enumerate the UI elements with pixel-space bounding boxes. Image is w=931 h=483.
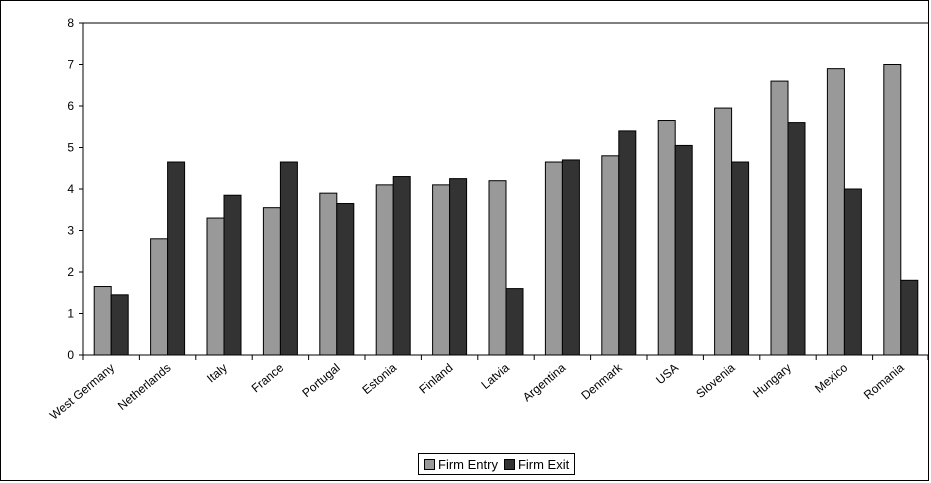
bar-firm-exit	[392, 176, 411, 356]
legend-swatch-entry	[424, 458, 435, 470]
bar-firm-entry	[150, 238, 169, 356]
x-tick-label: Finland	[416, 361, 455, 397]
x-tick-label: USA	[653, 361, 681, 388]
x-tick-label: Italy	[204, 361, 230, 386]
y-tick-label: 3	[67, 224, 74, 238]
x-tick-label: Slovenia	[693, 360, 738, 401]
bar-firm-exit	[110, 294, 129, 356]
bar-firm-exit	[674, 144, 693, 356]
x-tick-label: West Germany	[47, 361, 117, 423]
chart-legend: Firm Entry Firm Exit	[418, 453, 576, 475]
chart-bars	[93, 64, 919, 356]
bar-firm-entry	[544, 161, 563, 356]
y-tick-label: 6	[67, 99, 74, 113]
bar-firm-exit	[731, 161, 750, 356]
bar-firm-exit	[843, 188, 862, 356]
y-tick-label: 7	[67, 58, 74, 72]
x-tick-label: Latvia	[478, 360, 512, 392]
bar-firm-entry	[601, 155, 620, 356]
y-tick-label: 2	[67, 265, 74, 279]
bar-firm-exit	[279, 161, 298, 356]
x-tick-label: Netherlands	[115, 361, 174, 413]
y-tick-label: 0	[67, 348, 74, 362]
bar-firm-entry	[488, 180, 507, 356]
x-tick-label: Estonia	[359, 360, 399, 397]
bar-firm-exit	[561, 159, 580, 356]
bar-firm-entry	[714, 107, 733, 356]
x-tick-label: Denmark	[578, 360, 625, 403]
bar-firm-entry	[770, 80, 789, 356]
x-tick-label: Hungary	[750, 361, 794, 401]
bar-firm-entry	[262, 207, 281, 356]
x-tick-label: Portugal	[299, 361, 342, 400]
y-tick-label: 5	[67, 141, 74, 155]
legend-item-exit: Firm Exit	[503, 456, 570, 472]
y-tick-label: 4	[67, 182, 74, 196]
bar-firm-exit	[505, 288, 524, 356]
bar-firm-exit	[223, 194, 242, 356]
bar-firm-exit	[167, 161, 186, 356]
x-tick-label: Argentina	[520, 360, 569, 404]
bar-firm-entry	[93, 286, 112, 356]
x-tick-label: France	[249, 360, 287, 395]
bar-firm-entry	[883, 64, 902, 356]
legend-swatch-exit	[503, 458, 515, 470]
bar-firm-entry	[319, 192, 338, 356]
bar-firm-exit	[449, 178, 468, 356]
legend-item-entry: Firm Entry	[424, 457, 498, 472]
bar-firm-exit	[618, 130, 637, 356]
y-tick-label: 8	[67, 16, 74, 30]
bar-firm-entry	[657, 120, 676, 356]
bar-firm-entry	[826, 68, 845, 356]
legend-label-exit: Firm Exit	[517, 456, 570, 472]
bar-firm-entry	[206, 217, 225, 356]
bar-firm-exit	[900, 279, 919, 356]
legend-label-entry: Firm Entry	[438, 456, 498, 472]
bar-firm-entry	[375, 184, 394, 356]
bar-firm-entry	[432, 184, 451, 356]
y-tick-label: 1	[67, 307, 74, 321]
x-tick-label: Mexico	[812, 360, 850, 395]
bar-firm-exit	[787, 122, 806, 356]
bar-firm-exit	[336, 203, 355, 356]
x-tick-label: Romania	[861, 360, 907, 402]
